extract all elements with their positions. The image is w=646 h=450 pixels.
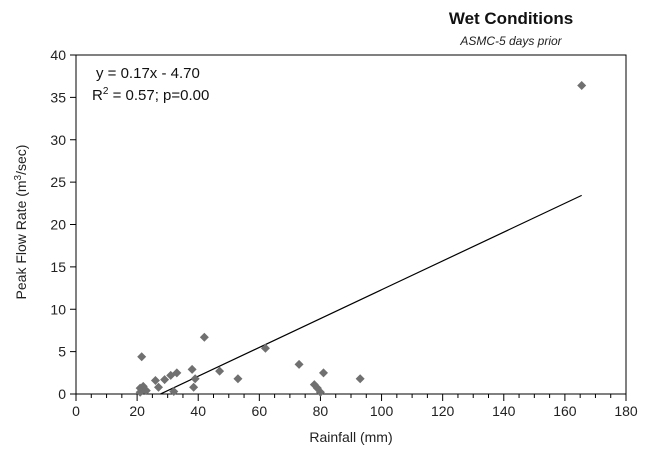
data-point [355, 374, 365, 384]
y-tick-label: 20 [50, 217, 66, 233]
y-tick-label: 10 [50, 301, 66, 317]
data-point [319, 368, 328, 378]
data-point [137, 352, 147, 362]
data-point [172, 368, 182, 378]
x-tick-label: 80 [313, 403, 329, 419]
data-point [233, 374, 243, 384]
data-point [160, 375, 170, 385]
y-tick-label: 0 [58, 386, 66, 402]
x-tick-label: 120 [431, 403, 455, 419]
chart-title: Wet Conditions [449, 9, 573, 28]
x-tick-label: 60 [252, 403, 268, 419]
y-axis-label: Peak Flow Rate (m3/sec) [13, 145, 29, 300]
y-axis-label-suffix: /sec) [13, 145, 29, 175]
y-tick-label: 30 [50, 132, 66, 148]
data-point [190, 374, 200, 384]
r-squared-symbol: R [92, 87, 103, 104]
data-point [187, 364, 197, 374]
y-tick-label: 5 [58, 344, 66, 360]
regression-equation: y = 0.17x - 4.70 [96, 65, 200, 82]
y-tick-label: 35 [50, 89, 66, 105]
data-point [199, 332, 209, 342]
y-tick-label: 15 [50, 259, 66, 275]
trendline [160, 194, 582, 395]
y-axis-label-superscript: 3 [13, 174, 24, 180]
y-axis-label-prefix: Peak Flow Rate (m [13, 180, 29, 299]
x-tick-label: 160 [553, 403, 577, 419]
chart-subtitle: ASMC-5 days prior [459, 34, 562, 48]
x-tick-label: 100 [370, 403, 394, 419]
x-axis-label: Rainfall (mm) [309, 429, 392, 445]
data-point [189, 382, 199, 392]
data-point [169, 386, 179, 396]
data-point [315, 387, 325, 397]
plot-frame [75, 54, 627, 395]
data-point [135, 387, 145, 397]
data-point [215, 366, 225, 376]
data-point [294, 359, 304, 369]
r-squared-values: = 0.57; p=0.00 [108, 87, 209, 104]
x-tick-label: 180 [614, 403, 638, 419]
x-tick-label: 140 [492, 403, 516, 419]
x-tick-label: 40 [190, 403, 206, 419]
r-squared-superscript: 2 [103, 86, 109, 97]
data-point [577, 81, 587, 91]
regression-stats: R2 = 0.57; p=0.00 [92, 86, 209, 104]
y-tick-label: 40 [50, 47, 66, 63]
y-tick-label: 25 [50, 174, 66, 190]
data-point [150, 375, 160, 385]
x-tick-label: 20 [129, 403, 145, 419]
data-point [154, 382, 163, 392]
data-point [260, 343, 270, 353]
x-tick-label: 0 [72, 403, 80, 419]
plot-area: 0 20 40 60 80 100 120 140 160 180 0 5 10 15 20 25 30 35 40 [50, 47, 637, 419]
